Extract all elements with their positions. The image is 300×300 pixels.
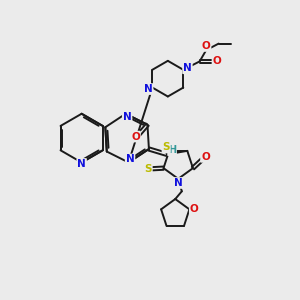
Text: O: O [202,41,211,51]
Text: O: O [131,132,140,142]
Text: O: O [201,152,210,162]
Text: N: N [174,178,183,188]
Text: S: S [162,142,170,152]
Text: N: N [183,63,192,73]
Text: N: N [123,112,131,122]
Text: S: S [144,164,152,174]
Text: N: N [126,154,134,164]
Text: O: O [212,56,221,66]
Text: H: H [168,145,176,155]
Text: N: N [77,159,86,169]
Text: N: N [144,84,153,94]
Text: O: O [190,204,199,214]
